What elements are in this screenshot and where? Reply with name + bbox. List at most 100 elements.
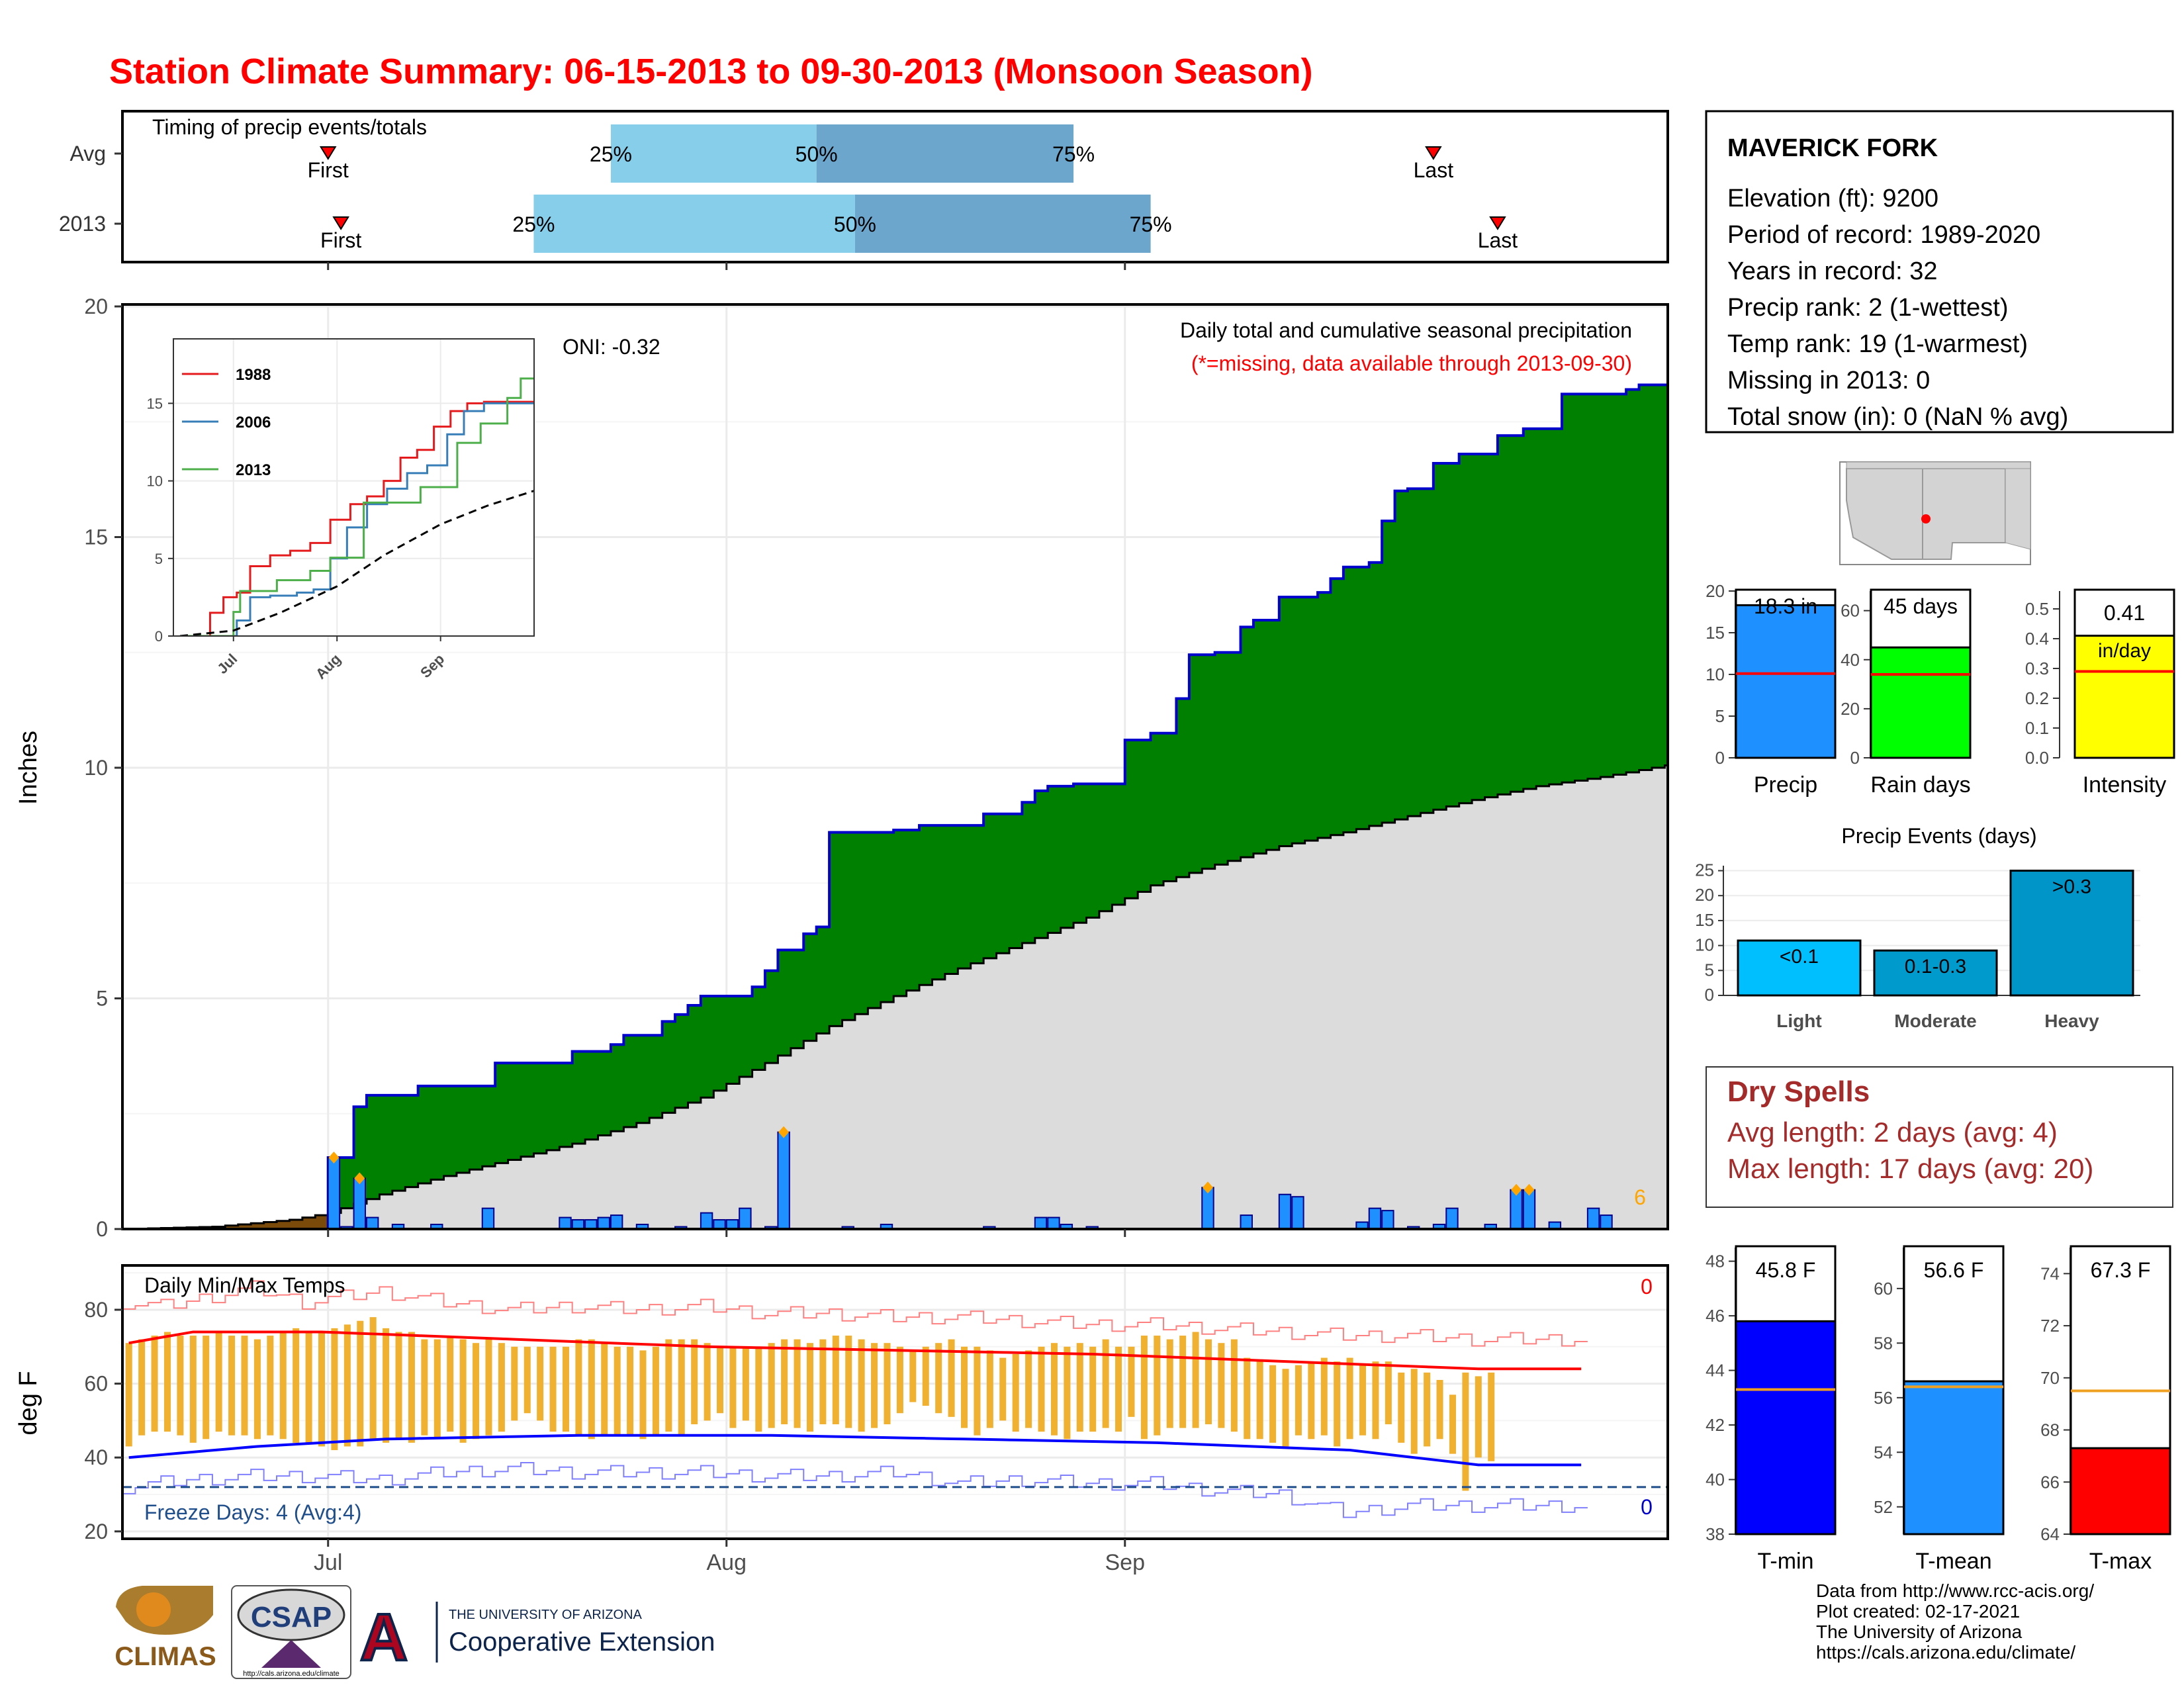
precip-summary-bar — [1735, 604, 1837, 759]
events-bar-moderate — [1873, 949, 1998, 997]
daily-temp-bar — [331, 1328, 338, 1451]
daily-temp-bar — [1462, 1372, 1469, 1491]
dry-spells-max: Max length: 17 days (avg: 20) — [1727, 1153, 2093, 1184]
intensity-summary-ytick-label: 0.1 — [2025, 718, 2049, 738]
daily-temp-bar — [1089, 1346, 1097, 1432]
timing-bars: 25% 50% 75% First Last 25% 50% 75% First Last — [308, 124, 1518, 253]
precip-events-chart: Precip Events (days) 0 5 10 15 20 25 <0.1 Light… — [1695, 824, 2140, 1031]
daily-temp-bar — [408, 1332, 415, 1443]
timing-bar-q2-Avg — [816, 124, 1074, 183]
daily-temp-bar — [343, 1324, 351, 1447]
daily-temp-bar — [318, 1332, 326, 1447]
csap-logo: CSAP http://cals.arizona.edu/climate — [231, 1585, 351, 1679]
daily-temp-bar — [1115, 1346, 1122, 1432]
flagged-day-marker — [328, 1151, 340, 1164]
daily-precip-bar — [597, 1216, 610, 1229]
daily-temp-bar — [241, 1336, 248, 1436]
tmean-summary-ytick-label: 54 — [1874, 1442, 1893, 1462]
tmin-summary-ytick-label: 42 — [1706, 1415, 1725, 1435]
temp-xtick-label-Sep: Sep — [1105, 1550, 1146, 1575]
daily-temp-bar — [203, 1336, 210, 1440]
daily-precip-bar — [1704, 1211, 1715, 1229]
daily-temp-bar — [691, 1339, 698, 1424]
events-ytick-label: 20 — [1695, 885, 1714, 905]
inset-background — [173, 338, 535, 637]
daily-temp-bar — [279, 1332, 287, 1440]
temp-panel-title: Daily Min/Max Temps — [144, 1273, 345, 1297]
events-bar-label-moderate: 0.1-0.3 — [1905, 956, 1966, 978]
daily-temp-bar — [1140, 1336, 1148, 1440]
timing-first-label-2013: First — [320, 228, 361, 252]
inset-legend-label-1988: 1988 — [236, 366, 271, 384]
daily-precip-bar — [610, 1214, 623, 1229]
events-bar-label-heavy: >0.3 — [2052, 876, 2091, 898]
daily-temp-bar — [986, 1350, 993, 1428]
precip-ytick-label-15: 15 — [84, 526, 108, 549]
tmean-summary-ytick-label: 60 — [1874, 1279, 1893, 1299]
summary-bar-charts: 0 5 10 15 20 Precip 18.3 in 0 20 40 60 Rain days 45 … — [1706, 581, 2175, 798]
daily-temp-bar — [948, 1339, 955, 1417]
credit-url: https://cals.arizona.edu/climate/ — [1816, 1642, 2076, 1663]
station-precip-rank: Precip rank: 2 (1-wettest) — [1727, 294, 2008, 322]
daily-temp-bar — [138, 1339, 146, 1436]
timing-p75-label-Avg: 75% — [1052, 142, 1095, 166]
daily-precip-bar — [1201, 1187, 1214, 1229]
temp-ytick-label-80: 80 — [84, 1298, 108, 1322]
temp-y-ticks: 20 40 60 80 — [84, 1298, 122, 1543]
cumulative-average-area — [122, 765, 1668, 1229]
intensity-summary-ytick-label: 0.5 — [2025, 599, 2049, 619]
daily-temp-bar — [395, 1332, 402, 1440]
daily-temp-bar — [781, 1339, 788, 1424]
station-name: MAVERICK FORK — [1727, 134, 1938, 162]
daily-temp-bar — [1218, 1343, 1225, 1428]
university-of-arizona-logo: A THE UNIVERSITY OF ARIZONA Cooperative … — [359, 1599, 715, 1676]
timing-x-ticks — [114, 152, 1126, 270]
daily-temp-bar — [1064, 1346, 1071, 1440]
temp-y-axis-label: deg F — [15, 1371, 42, 1435]
daily-temp-bar — [768, 1343, 775, 1428]
tmin-summary-ytick-label: 40 — [1706, 1470, 1725, 1490]
daily-temp-bar — [473, 1343, 480, 1440]
timing-panel: 25% 50% 75% First Last 25% 50% 75% First Last Tim… — [59, 110, 1669, 270]
daily-temp-bar — [1475, 1376, 1482, 1458]
credit-university: The University of Arizona — [1816, 1622, 2023, 1642]
tmax-summary-ytick-label: 74 — [2040, 1263, 2060, 1283]
daily-temp-bar — [369, 1317, 377, 1440]
daily-temp-bar — [1025, 1350, 1032, 1428]
inset-series-2006 — [213, 402, 534, 636]
daily-temp-bar — [1385, 1361, 1392, 1424]
record-max-count: 0 — [1641, 1275, 1653, 1299]
daily-temp-bar — [1398, 1372, 1405, 1443]
daily-precip-bar — [1060, 1224, 1073, 1229]
cumulative-2013-line — [326, 383, 1668, 1229]
timing-first-marker-Avg — [319, 146, 337, 160]
daily-temp-bar — [575, 1339, 582, 1436]
tmin-summary-bar — [1735, 1320, 1837, 1535]
locator-map — [1839, 461, 2031, 565]
daily-precip-bar — [1047, 1216, 1060, 1229]
daily-temp-bar — [1488, 1372, 1495, 1461]
map-neighbor-north — [1846, 461, 2031, 469]
daily-temp-bar — [1179, 1336, 1187, 1428]
timing-p25-label-2013: 25% — [512, 212, 555, 236]
precip-summary-ytick-label: 15 — [1706, 623, 1725, 643]
daily-temp-bar — [717, 1346, 724, 1414]
temp-panel-frame — [121, 1264, 1669, 1540]
precip-summary-ytick-label: 0 — [1715, 748, 1725, 768]
station-years: Years in record: 32 — [1727, 257, 1938, 285]
timing-bar-q2-2013 — [854, 195, 1151, 253]
daily-precip-bar — [700, 1212, 713, 1229]
daily-temp-bar — [1076, 1343, 1083, 1432]
daily-temp-bar — [832, 1336, 839, 1424]
climas-logo-sun — [136, 1592, 171, 1627]
daily-temp-bar — [459, 1339, 467, 1443]
daily-precip-bar — [1586, 1207, 1600, 1229]
daily-temp-bar — [523, 1346, 531, 1414]
intensity-summary-ytick-label: 0.3 — [2025, 659, 2049, 678]
flagged-day-marker — [1202, 1181, 1213, 1194]
daily-temp-bar — [974, 1346, 981, 1436]
temp-gridlines — [122, 1265, 1668, 1539]
tmin-summary-ytick-label: 46 — [1706, 1306, 1725, 1326]
oni-value: ONI: -0.32 — [563, 335, 660, 359]
